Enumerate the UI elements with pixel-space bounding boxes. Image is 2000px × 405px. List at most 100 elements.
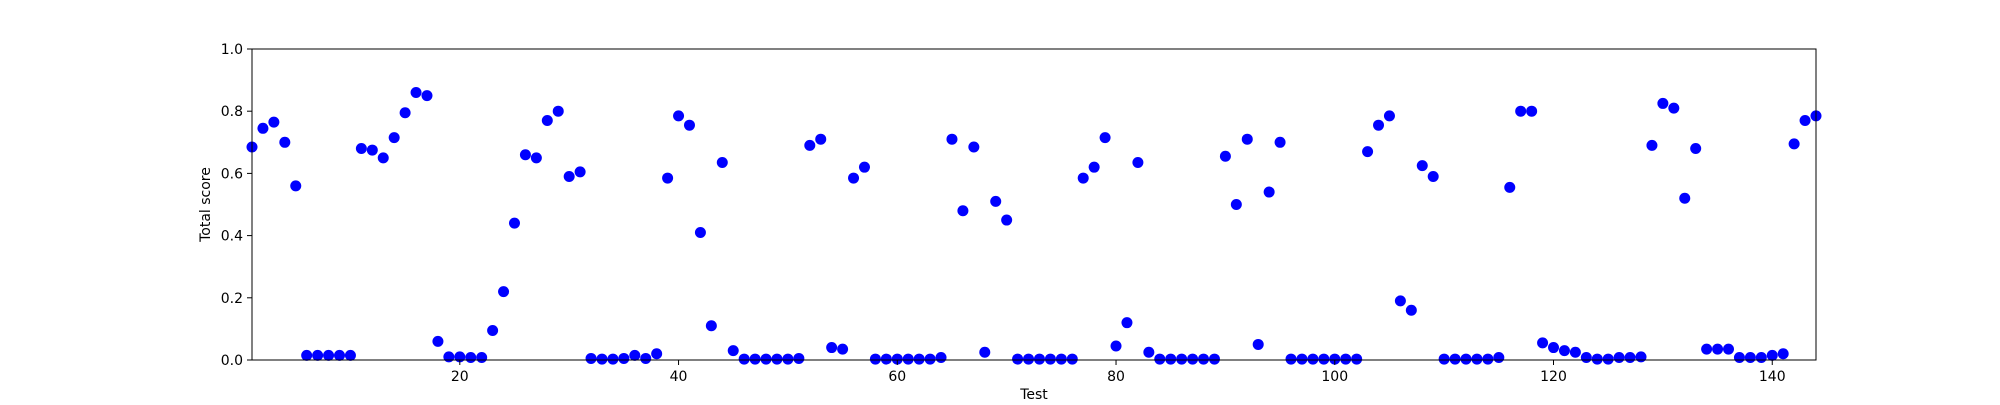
data-point [355,143,367,155]
data-point [1788,138,1800,150]
data-point [432,335,444,347]
data-point [1613,352,1625,364]
data-point [1044,353,1056,365]
y-axis-label: Total score [198,167,214,243]
data-point [1504,181,1516,193]
data-point [683,119,695,131]
data-point [826,342,838,354]
data-point [541,115,553,127]
data-point [618,352,630,364]
data-point [1690,143,1702,155]
y-axis-ticks: 0.0 0.2 0.4 0.6 0.8 1.0 [221,42,252,369]
data-point [902,353,914,365]
data-point [1340,353,1352,365]
data-point [968,141,980,153]
data-point [1373,119,1385,131]
data-point [1701,343,1713,355]
data-point [1219,150,1231,162]
data-point [1241,133,1253,145]
data-point [1033,353,1045,365]
data-point [1755,352,1767,364]
data-point [848,172,860,184]
y-tick-label: 0.6 [221,166,243,182]
data-point [301,349,313,361]
data-point [957,205,969,217]
data-point [924,353,936,365]
data-point [935,352,947,364]
data-point [1230,199,1242,210]
data-point [344,349,356,361]
data-point [574,166,586,178]
data-point [1569,346,1581,358]
data-point [596,353,608,365]
data-point [1001,214,1013,226]
data-point [519,149,531,161]
data-point [1405,304,1417,316]
data-point [399,107,411,119]
data-point [738,353,750,365]
data-point [804,139,816,151]
data-point [1712,343,1724,355]
data-point [1624,352,1636,364]
data-point [1154,353,1166,365]
data-point [1165,353,1177,365]
data-point [694,226,706,238]
data-point [1099,132,1111,144]
data-point [1176,353,1188,365]
data-point [946,133,958,145]
data-point [1132,157,1144,169]
data-point [1198,353,1210,365]
data-point [1449,353,1461,365]
data-point [1471,353,1483,365]
y-tick-label: 1.0 [221,42,243,58]
data-point [366,144,378,156]
data-point [1318,353,1330,365]
data-point [1679,192,1691,204]
data-point [1766,349,1778,361]
data-point [869,353,881,365]
data-point [1723,343,1735,355]
data-point [793,352,805,364]
data-point [837,343,849,355]
y-tick-label: 0.8 [221,104,243,120]
y-tick-label: 0.0 [221,353,243,369]
data-point [1515,105,1527,117]
data-point [1023,353,1035,365]
data-point [1744,352,1756,364]
data-point [1602,353,1614,365]
x-tick-label: 140 [1759,369,1786,385]
data-point [563,171,575,183]
data-point [312,349,324,361]
data-point [552,105,564,117]
data-point [782,353,794,365]
data-point [749,353,761,365]
data-point [487,324,499,336]
x-tick-label: 60 [888,369,906,385]
data-point [333,349,345,361]
data-point [268,116,280,128]
data-point [607,353,619,365]
data-point [1799,115,1811,127]
data-point [1263,186,1275,198]
data-point [1296,353,1308,365]
data-point [815,133,827,145]
y-tick-label: 0.2 [221,291,243,307]
data-point [1143,346,1155,358]
data-point [629,349,641,361]
data-point [891,353,903,365]
data-point [880,353,892,365]
data-point [1580,352,1592,364]
x-tick-label: 100 [1321,369,1348,385]
data-point [476,352,488,364]
data-point [1591,353,1603,365]
plot-frame [251,48,1817,361]
y-tick-label: 0.4 [221,229,243,245]
data-point [705,320,717,332]
data-point [257,122,269,134]
data-point [716,157,728,169]
data-point [662,172,674,184]
data-point [1121,317,1133,329]
data-point [1438,353,1450,365]
data-point [1427,171,1439,183]
data-point [1394,295,1406,307]
